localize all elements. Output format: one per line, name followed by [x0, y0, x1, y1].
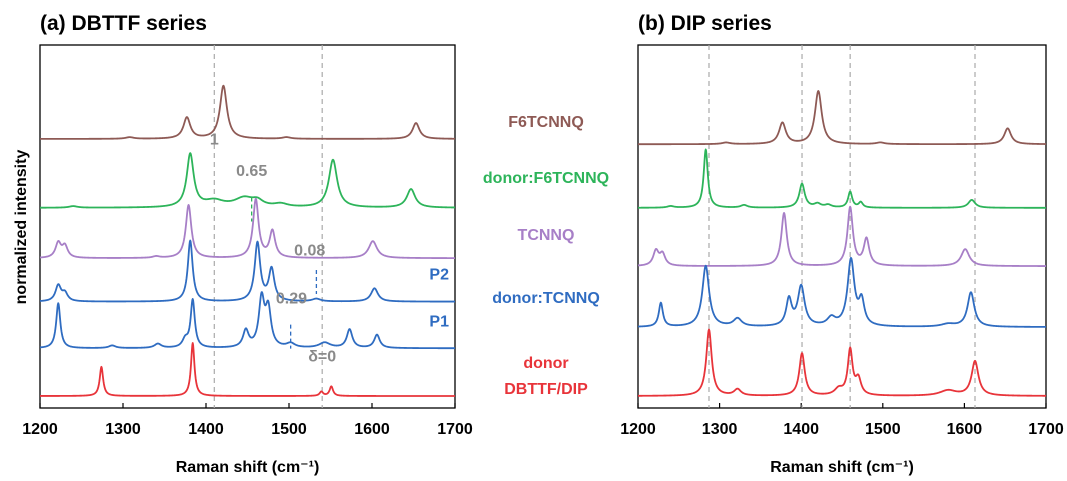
panel-a-xtick-label: 1600 — [354, 421, 390, 438]
panel-a-xtick-label: 1700 — [437, 421, 473, 438]
panel-b-series-donor-f6tcnnq — [637, 148, 1047, 209]
panel-b-xtick-label: 1200 — [620, 421, 656, 438]
panel-a-annotation: 0.08 — [294, 243, 325, 260]
legend-label-donor: donor — [523, 355, 568, 372]
legend-label-f6tcnnq: F6TCNNQ — [508, 114, 584, 131]
panel-b-series-donor — [637, 328, 1047, 397]
panel-a-xtick-label: 1500 — [271, 421, 307, 438]
panel-a-series-donor — [39, 342, 456, 397]
panel-a-title: (a) DBTTF series — [40, 12, 207, 35]
panel-b-xtick-label: 1700 — [1028, 421, 1064, 438]
panel-b-series-donor-tcnnq — [637, 256, 1047, 328]
panel-b-xtick-label: 1300 — [702, 421, 738, 438]
panel-a-annotation: 0.65 — [236, 163, 267, 180]
panel-a-xtick-label: 1200 — [22, 421, 58, 438]
y-axis-label: normalized intensity — [13, 150, 30, 305]
panel-b-xtick-label: 1600 — [947, 421, 983, 438]
panel-a-series-donor-tcnnq-p2 — [39, 239, 456, 303]
legend-label-dbttf-dip: DBTTF/DIP — [504, 381, 588, 398]
panel-b-frame — [637, 44, 1047, 409]
panel-a-series-f6tcnnq — [39, 84, 456, 140]
panel-a-frame — [39, 44, 456, 409]
panel-a-annotation: 1 — [210, 131, 219, 148]
panel-a-label-p2: P2 — [429, 267, 449, 284]
legend-label-donor-tcnnq: donor:TCNNQ — [492, 290, 600, 307]
legend-label-donor-f6tcnnq: donor:F6TCNNQ — [483, 170, 609, 187]
panel-a-series-donor-tcnnq-p1 — [39, 291, 456, 350]
panel-a-annotation: 0.29 — [276, 290, 307, 307]
panel-b-title: (b) DIP series — [638, 12, 772, 35]
panel-b-series-f6tcnnq — [637, 90, 1047, 146]
legend-label-tcnnq: TCNNQ — [518, 227, 575, 244]
panel-b-xtick-label: 1500 — [865, 421, 901, 438]
panel-a-xtick-label: 1400 — [188, 421, 224, 438]
panel-a-series-donor-f6tcnnq — [39, 152, 456, 209]
panel-a-xlabel: Raman shift (cm⁻¹) — [176, 459, 320, 476]
panel-a-xtick-label: 1300 — [105, 421, 141, 438]
panel-a-label-p1: P1 — [429, 313, 449, 330]
panel-b-xlabel: Raman shift (cm⁻¹) — [770, 459, 914, 476]
panel-a-annotation: δ=0 — [308, 349, 336, 366]
panel-b-series-tcnnq — [637, 205, 1047, 267]
panel-b-xtick-label: 1400 — [783, 421, 819, 438]
panel-a-series-tcnnq — [39, 197, 456, 259]
